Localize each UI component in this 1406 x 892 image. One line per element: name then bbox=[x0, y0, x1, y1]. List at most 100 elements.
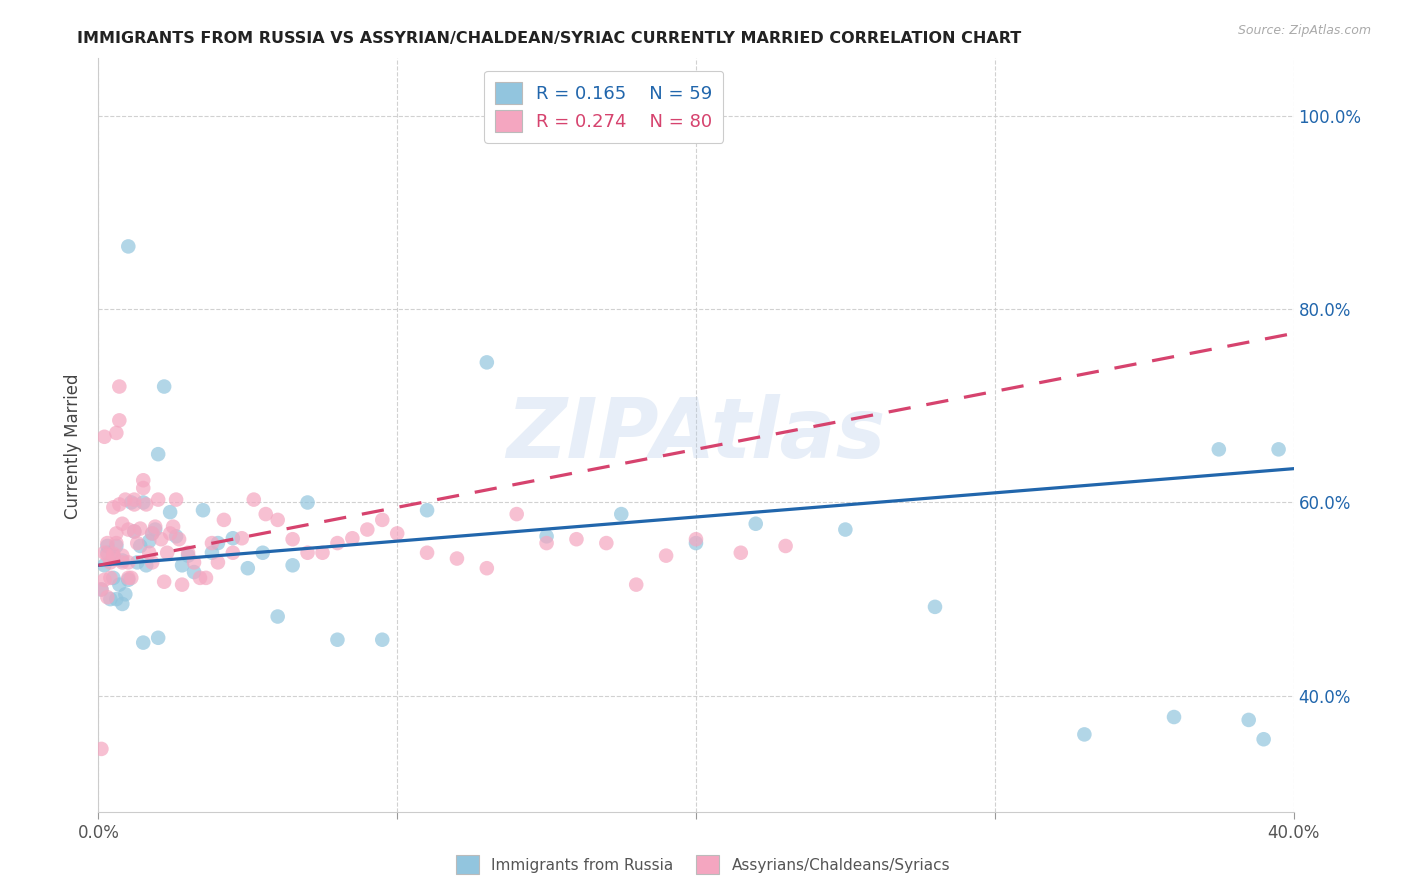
Legend: R = 0.165    N = 59, R = 0.274    N = 80: R = 0.165 N = 59, R = 0.274 N = 80 bbox=[484, 70, 723, 143]
Point bbox=[565, 532, 588, 546]
Text: ZIPAtlas: ZIPAtlas bbox=[506, 394, 886, 475]
Point bbox=[1073, 727, 1095, 741]
Point bbox=[775, 539, 797, 553]
Text: IMMIGRANTS FROM RUSSIA VS ASSYRIAN/CHALDEAN/SYRIAC CURRENTLY MARRIED CORRELATION: IMMIGRANTS FROM RUSSIA VS ASSYRIAN/CHALD… bbox=[77, 31, 1022, 46]
Point bbox=[252, 546, 274, 560]
Point bbox=[536, 536, 558, 550]
Point bbox=[207, 555, 229, 570]
Point bbox=[148, 492, 170, 507]
Point bbox=[132, 473, 155, 487]
Point bbox=[148, 631, 170, 645]
Point bbox=[108, 413, 131, 427]
Point bbox=[231, 531, 253, 545]
Point bbox=[124, 498, 146, 512]
Point bbox=[254, 507, 277, 521]
Point bbox=[267, 513, 290, 527]
Point bbox=[150, 532, 173, 546]
Point bbox=[385, 526, 409, 541]
Point bbox=[117, 523, 139, 537]
Point bbox=[446, 551, 468, 566]
Point bbox=[730, 546, 752, 560]
Point bbox=[834, 523, 856, 537]
Point bbox=[93, 546, 115, 560]
Point bbox=[105, 425, 128, 440]
Point bbox=[96, 591, 118, 605]
Point bbox=[143, 523, 166, 537]
Point bbox=[177, 549, 200, 563]
Point bbox=[172, 577, 194, 591]
Point bbox=[201, 546, 224, 560]
Point bbox=[132, 635, 155, 649]
Point bbox=[342, 531, 364, 545]
Point bbox=[141, 555, 163, 570]
Point bbox=[138, 546, 160, 560]
Point bbox=[195, 571, 218, 585]
Point bbox=[416, 503, 439, 517]
Point bbox=[356, 523, 378, 537]
Point bbox=[311, 546, 333, 560]
Point bbox=[162, 519, 184, 533]
Point bbox=[108, 379, 131, 393]
Point bbox=[90, 582, 112, 597]
Point bbox=[326, 536, 349, 550]
Text: Currently Married: Currently Married bbox=[65, 373, 82, 519]
Point bbox=[159, 505, 181, 519]
Point bbox=[183, 555, 205, 570]
Point bbox=[127, 555, 149, 570]
Point bbox=[165, 529, 187, 543]
Point bbox=[90, 582, 112, 597]
Point bbox=[96, 536, 118, 550]
Point bbox=[117, 239, 139, 253]
Point bbox=[297, 546, 319, 560]
Point bbox=[371, 632, 394, 647]
Point bbox=[201, 536, 224, 550]
Point bbox=[129, 522, 152, 536]
Point bbox=[105, 536, 128, 550]
Point bbox=[191, 503, 214, 517]
Point bbox=[745, 516, 768, 531]
Point bbox=[129, 539, 152, 553]
Point bbox=[120, 571, 142, 585]
Point bbox=[96, 539, 118, 553]
Point bbox=[103, 571, 125, 585]
Point bbox=[685, 532, 707, 546]
Point bbox=[156, 546, 179, 560]
Point bbox=[103, 549, 125, 563]
Point bbox=[117, 571, 139, 585]
Legend: Immigrants from Russia, Assyrians/Chaldeans/Syriacs: Immigrants from Russia, Assyrians/Chalde… bbox=[450, 849, 956, 880]
Point bbox=[103, 549, 125, 563]
Point bbox=[416, 546, 439, 560]
Point bbox=[281, 532, 304, 546]
Point bbox=[103, 547, 125, 561]
Point bbox=[1237, 713, 1260, 727]
Point bbox=[1267, 442, 1289, 457]
Point bbox=[96, 546, 118, 560]
Point bbox=[135, 498, 157, 512]
Point bbox=[127, 536, 149, 550]
Point bbox=[111, 516, 134, 531]
Point bbox=[595, 536, 617, 550]
Point bbox=[924, 599, 946, 614]
Point bbox=[98, 571, 122, 585]
Point bbox=[98, 592, 122, 607]
Point bbox=[1208, 442, 1230, 457]
Point bbox=[183, 565, 205, 579]
Point bbox=[143, 519, 166, 533]
Point bbox=[124, 524, 146, 539]
Point bbox=[114, 492, 136, 507]
Point bbox=[267, 609, 290, 624]
Point bbox=[105, 526, 128, 541]
Point bbox=[120, 495, 142, 509]
Point bbox=[103, 500, 125, 515]
Point bbox=[93, 573, 115, 587]
Point bbox=[243, 492, 266, 507]
Point bbox=[105, 539, 128, 553]
Point bbox=[1163, 710, 1185, 724]
Point bbox=[153, 574, 176, 589]
Point bbox=[138, 534, 160, 549]
Text: Source: ZipAtlas.com: Source: ZipAtlas.com bbox=[1237, 24, 1371, 37]
Point bbox=[108, 577, 131, 591]
Point bbox=[172, 558, 194, 573]
Point bbox=[105, 592, 128, 607]
Point bbox=[1253, 732, 1275, 747]
